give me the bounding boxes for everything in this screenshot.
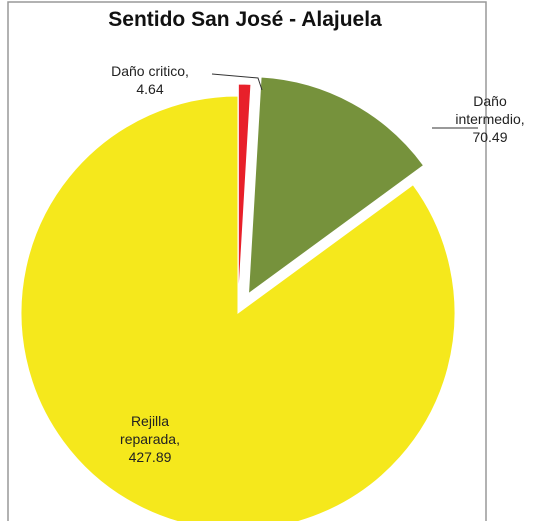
label-category: Daño critico, <box>111 63 189 79</box>
label-value: 4.64 <box>136 81 164 97</box>
label-category: Rejilla reparada, <box>120 413 180 447</box>
frame <box>7 1 487 521</box>
slices <box>20 76 456 521</box>
slice-label: Rejilla reparada, 427.89 <box>110 412 190 466</box>
slice-label: Daño intermedio, 70.49 <box>440 92 540 146</box>
label-value: 70.49 <box>472 129 508 145</box>
leader-line <box>211 73 263 91</box>
pie-slice <box>237 83 252 302</box>
chart-title: Sentido San José - Alajuela <box>108 8 382 31</box>
slice-label: Daño critico, 4.64 <box>85 62 215 98</box>
label-category: Daño intermedio, <box>455 93 525 127</box>
pie-slice <box>20 95 456 521</box>
pie-slice <box>247 76 425 295</box>
label-value: 427.89 <box>128 449 172 465</box>
